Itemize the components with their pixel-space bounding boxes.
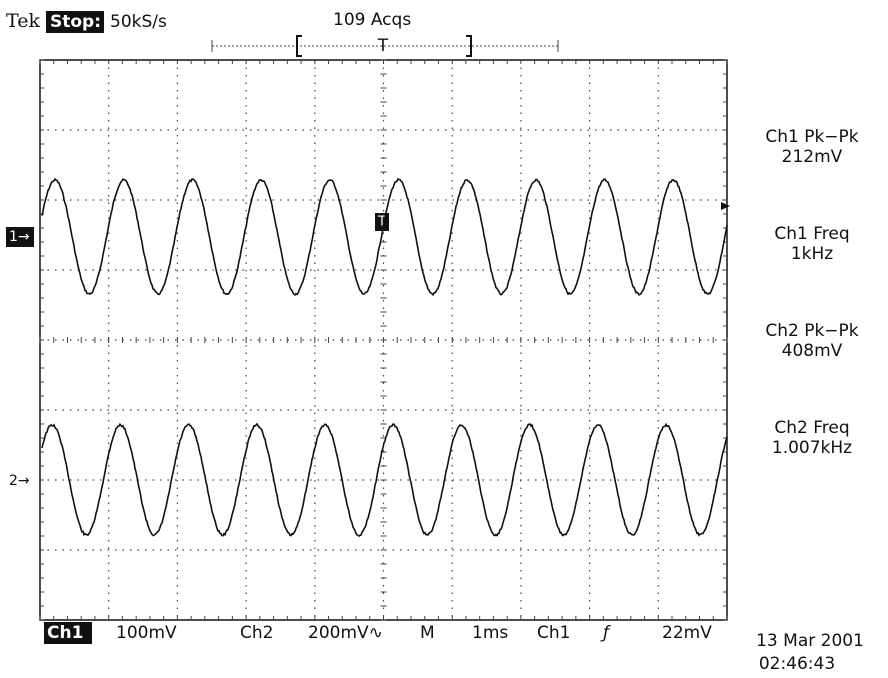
- run-state: Stop:: [50, 12, 101, 32]
- measurement-value: 1.007kHz: [772, 438, 852, 458]
- measurement-value: 1kHz: [791, 244, 833, 264]
- measurement-label: Ch2 Pk−Pk: [765, 321, 858, 341]
- trigger-slope: ƒ: [600, 623, 611, 643]
- sample-rate: 50kS/s: [110, 12, 167, 32]
- ch1-waveform: [42, 179, 727, 295]
- date: 13 Mar 2001: [756, 631, 864, 651]
- trigger-source: Ch1: [537, 623, 570, 643]
- trigger-level-arrow: [721, 202, 730, 210]
- acq-mode: M: [420, 623, 435, 643]
- footer-ch1: Ch1: [47, 623, 83, 643]
- trigger-level: 22mV: [662, 623, 712, 643]
- ch1-scale: 100mV: [116, 623, 177, 643]
- measurement-label: Ch1 Pk−Pk: [765, 127, 858, 147]
- footer-ch2: Ch2: [240, 623, 273, 643]
- measurement-label: Ch1 Freq: [774, 224, 849, 244]
- ch2-scale: 200mV∿: [308, 623, 383, 643]
- acquisitions: 109 Acqs: [333, 10, 411, 30]
- ch1-marker: 1→: [9, 229, 30, 245]
- timebase: 1ms: [472, 623, 508, 643]
- graticule: [40, 60, 727, 620]
- measurement-label: Ch2 Freq: [774, 418, 849, 438]
- time: 02:46:43: [759, 654, 835, 674]
- ch2-marker: 2→: [9, 473, 30, 489]
- oscilloscope-screen: Tek Stop: 50kS/s 109 Acqs T 1→ 2→ T Ch1 …: [0, 0, 888, 678]
- measurement-value: 408mV: [782, 341, 843, 361]
- trigger-position: T: [377, 36, 389, 56]
- brand: Tek: [6, 10, 40, 32]
- measurement-value: 212mV: [782, 147, 843, 167]
